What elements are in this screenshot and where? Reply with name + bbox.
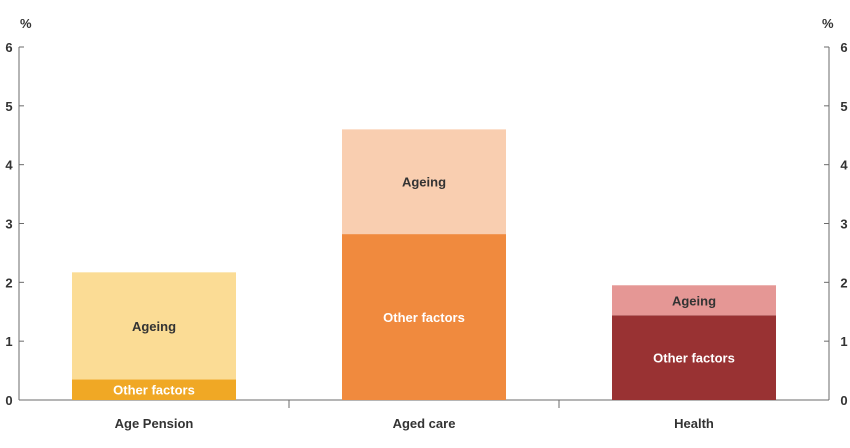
right-tick-label: 0 [840,393,847,408]
bar-segment [342,129,506,235]
right-tick-label: 1 [840,334,847,349]
left-tick-label: 6 [5,40,12,55]
bars [72,129,776,400]
left-tick-label: 3 [5,217,12,232]
segment-label: Ageing [672,293,716,308]
right-tick-label: 4 [840,158,848,173]
left-tick-label: 5 [5,99,12,114]
bar-segment [612,315,776,400]
right-tick-label: 6 [840,40,847,55]
segment-label: Ageing [402,175,446,190]
right-tick-label: 5 [840,99,847,114]
category-label: Health [674,416,714,431]
left-tick-label: 2 [5,275,12,290]
left-tick-label: 1 [5,334,12,349]
bar-segment [72,272,236,380]
right-tick-label: 3 [840,217,847,232]
left-tick-label: 4 [5,158,13,173]
left-tick-label: 0 [5,393,12,408]
category-label: Aged care [393,416,456,431]
labels: Other factors Ageing Age Pension Other fact… [113,175,735,431]
segment-label: Other factors [653,351,735,366]
segment-label: Other factors [383,310,465,325]
bar-segment [342,234,506,400]
segment-label: Ageing [132,319,176,334]
left-axis-unit: % [20,16,32,31]
category-label: Age Pension [115,416,194,431]
segment-label: Other factors [113,383,195,398]
bar-segment [72,379,236,400]
bar-segment [612,285,776,316]
right-axis-unit: % [822,16,834,31]
right-tick-label: 2 [840,275,847,290]
